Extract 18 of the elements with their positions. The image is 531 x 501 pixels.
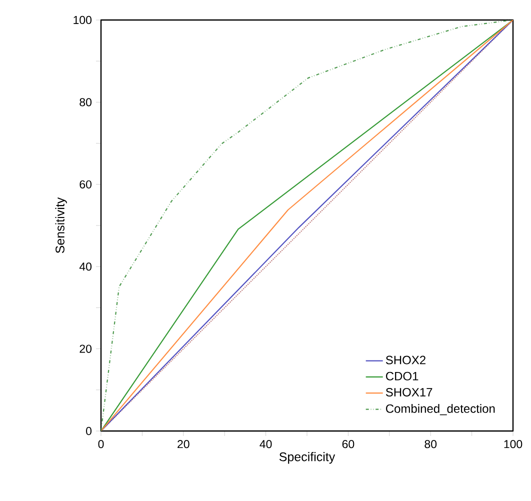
y-tick-label: 60 bbox=[80, 180, 92, 188]
y-tick-label: 20 bbox=[80, 344, 92, 353]
legend-label: SHOX2 bbox=[386, 356, 426, 364]
x-tick-label: 100 bbox=[504, 440, 522, 448]
legend-label: SHOX17 bbox=[386, 388, 432, 396]
y-tick-label: 80 bbox=[80, 98, 92, 106]
x-tick-label: 0 bbox=[98, 440, 104, 448]
x-tick-label: 40 bbox=[260, 440, 272, 448]
legend-label: Combined_detection bbox=[386, 404, 495, 416]
y-axis-title: Sensitivity bbox=[55, 197, 67, 254]
x-tick-label: 20 bbox=[178, 440, 190, 448]
x-axis-title: Specificity bbox=[279, 452, 336, 464]
y-tick-label: 40 bbox=[79, 262, 92, 271]
y-tick-label: 100 bbox=[74, 16, 92, 24]
legend-label: CDO1 bbox=[386, 372, 418, 380]
x-tick-label: 60 bbox=[342, 440, 354, 448]
y-tick-label: 0 bbox=[86, 426, 92, 436]
x-tick-label: 80 bbox=[424, 440, 437, 448]
